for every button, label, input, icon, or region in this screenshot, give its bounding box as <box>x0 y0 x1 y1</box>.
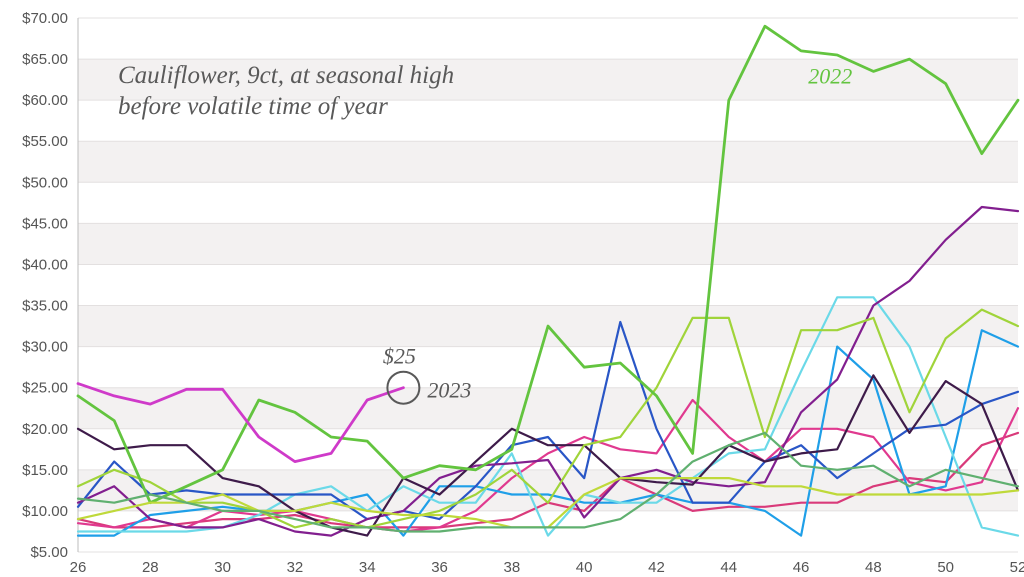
svg-text:48: 48 <box>865 559 882 576</box>
svg-text:$45.00: $45.00 <box>22 215 68 232</box>
endpoint-value-label: $25 <box>383 344 416 369</box>
svg-text:40: 40 <box>576 559 593 576</box>
svg-text:42: 42 <box>648 559 665 576</box>
svg-text:30: 30 <box>214 559 231 576</box>
svg-text:32: 32 <box>287 559 304 576</box>
svg-text:26: 26 <box>70 559 87 576</box>
svg-text:50: 50 <box>937 559 954 576</box>
svg-text:$15.00: $15.00 <box>22 462 68 479</box>
svg-text:38: 38 <box>504 559 521 576</box>
svg-text:$25.00: $25.00 <box>22 380 68 397</box>
price-line-chart: $5.00 $10.00 $15.00 $20.00 $25.00 $30.00 $35.0… <box>0 0 1024 577</box>
svg-text:$40.00: $40.00 <box>22 256 68 273</box>
svg-text:$60.00: $60.00 <box>22 92 68 109</box>
svg-text:34: 34 <box>359 559 376 576</box>
svg-text:$30.00: $30.00 <box>22 339 68 356</box>
endpoint-year-label: 2023 <box>427 378 471 403</box>
year-2022-label: 2022 <box>808 64 852 89</box>
svg-text:$35.00: $35.00 <box>22 298 68 315</box>
svg-text:52: 52 <box>1010 559 1024 576</box>
svg-text:$5.00: $5.00 <box>30 544 68 561</box>
svg-text:$70.00: $70.00 <box>22 10 68 27</box>
svg-text:$20.00: $20.00 <box>22 421 68 438</box>
svg-text:28: 28 <box>142 559 159 576</box>
svg-text:$55.00: $55.00 <box>22 133 68 150</box>
svg-text:$10.00: $10.00 <box>22 503 68 520</box>
svg-text:44: 44 <box>720 559 737 576</box>
svg-text:36: 36 <box>431 559 448 576</box>
svg-text:$65.00: $65.00 <box>22 51 68 68</box>
svg-text:$50.00: $50.00 <box>22 174 68 191</box>
chart-title-annotation: Cauliflower, 9ct, at seasonal high befor… <box>118 60 454 123</box>
svg-text:46: 46 <box>793 559 810 576</box>
